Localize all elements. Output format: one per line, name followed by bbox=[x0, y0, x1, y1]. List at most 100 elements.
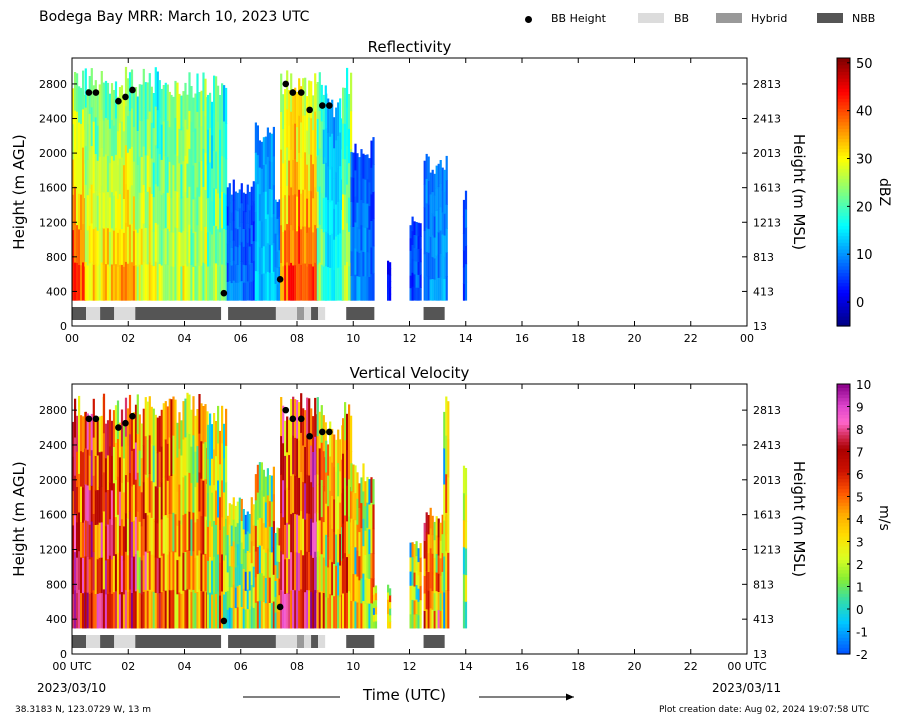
heatmap-cell bbox=[282, 162, 285, 198]
heatmap-cell bbox=[325, 265, 328, 301]
heatmap-cell bbox=[86, 264, 89, 301]
heatmap-cell bbox=[425, 589, 428, 610]
heatmap-cell bbox=[435, 255, 438, 279]
heatmap-cell bbox=[104, 190, 108, 228]
heatmap-cell bbox=[435, 516, 438, 536]
heatmap-cell bbox=[148, 396, 151, 436]
heatmap-cell bbox=[80, 158, 83, 195]
panel-title: Vertical Velocity bbox=[350, 364, 470, 382]
heatmap-cell bbox=[209, 413, 212, 450]
heatmap-cell bbox=[182, 514, 185, 553]
heatmap-cell bbox=[282, 197, 285, 232]
heatmap-cell bbox=[333, 498, 336, 532]
colorbar-step bbox=[837, 81, 850, 86]
heatmap-cell bbox=[108, 128, 112, 164]
heatmap-cell bbox=[329, 234, 332, 268]
heatmap-cell bbox=[258, 545, 261, 574]
heatmap-cell bbox=[202, 148, 205, 187]
heatmap-cell bbox=[88, 113, 91, 152]
heatmap-cell bbox=[409, 613, 412, 629]
heatmap-cell bbox=[417, 548, 420, 563]
heatmap-cell bbox=[389, 287, 392, 295]
heatmap-cell bbox=[413, 544, 416, 559]
heatmap-cell bbox=[232, 497, 235, 520]
heatmap-cell bbox=[170, 231, 173, 267]
heatmap-cell bbox=[441, 571, 444, 591]
heatmap-cell bbox=[262, 522, 265, 550]
heatmap-cell bbox=[276, 611, 279, 629]
heatmap-cell bbox=[372, 479, 375, 505]
heatmap-cell bbox=[268, 602, 271, 629]
heatmap-cell bbox=[413, 613, 416, 629]
heatmap-cell bbox=[124, 436, 128, 476]
heatmap-cell bbox=[176, 593, 179, 629]
heatmap-cell bbox=[211, 200, 214, 235]
heatmap-cell bbox=[236, 264, 239, 283]
heatmap-cell bbox=[188, 472, 191, 512]
heatmap-cell bbox=[225, 158, 228, 195]
heatmap-cell bbox=[122, 198, 126, 233]
heatmap-cell bbox=[439, 230, 442, 254]
heatmap-cell bbox=[333, 269, 336, 301]
colorbar-tick-label: -1 bbox=[856, 626, 868, 640]
heatmap-cell bbox=[228, 586, 231, 608]
heatmap-cell bbox=[300, 432, 303, 472]
heatmap-cell bbox=[114, 190, 118, 228]
heatmap-cell bbox=[124, 474, 128, 514]
heatmap-cell bbox=[339, 232, 342, 267]
heatmap-cell bbox=[108, 196, 112, 232]
heatmap-cell bbox=[154, 592, 157, 629]
heatmap-cell bbox=[308, 117, 311, 155]
x-tick-label: 00 UTC bbox=[727, 660, 767, 673]
heatmap-cell bbox=[423, 540, 426, 559]
heatmap-cell bbox=[194, 265, 197, 301]
heatmap-cell bbox=[190, 228, 193, 265]
heatmap-cell bbox=[207, 424, 210, 460]
heatmap-cell bbox=[132, 161, 136, 197]
heatmap-cell bbox=[72, 421, 75, 457]
heatmap-cell bbox=[106, 227, 110, 265]
heatmap-cell bbox=[156, 223, 159, 263]
colorbar-step bbox=[837, 508, 850, 513]
y2-tick-label: 13 bbox=[753, 648, 767, 661]
heatmap-cell bbox=[339, 502, 342, 535]
colorbar-step bbox=[837, 495, 850, 500]
heatmap-cell bbox=[290, 437, 293, 476]
heatmap-cell bbox=[429, 236, 432, 259]
heatmap-cell bbox=[122, 525, 126, 561]
heatmap-cell bbox=[138, 450, 141, 487]
heatmap-cell bbox=[337, 135, 340, 169]
heatmap-cell bbox=[98, 228, 101, 265]
heatmap-cell bbox=[296, 400, 299, 439]
colorbar-step bbox=[837, 238, 850, 243]
heatmap-cell bbox=[112, 125, 116, 161]
heatmap-cell bbox=[213, 262, 216, 301]
heatmap-cell bbox=[138, 556, 141, 593]
colorbar-step bbox=[837, 650, 850, 655]
bb-type-segment bbox=[304, 307, 312, 320]
y2-tick-label: 2013 bbox=[753, 147, 781, 160]
heatmap-cell bbox=[96, 195, 99, 231]
heatmap-cell bbox=[327, 597, 330, 629]
heatmap-cell bbox=[178, 162, 181, 198]
colorbar-step bbox=[837, 454, 850, 459]
heatmap-cell bbox=[462, 283, 466, 301]
heatmap-cell bbox=[417, 588, 420, 602]
colorbar-tick-label: 30 bbox=[856, 153, 873, 168]
heatmap-cell bbox=[180, 558, 183, 594]
colorbar-step bbox=[837, 532, 850, 537]
heatmap-cell bbox=[248, 246, 251, 265]
heatmap-cell bbox=[429, 507, 432, 529]
heatmap-cell bbox=[294, 475, 297, 515]
heatmap-cell bbox=[260, 545, 263, 574]
colorbar-step bbox=[837, 519, 850, 523]
heatmap-cell bbox=[200, 195, 203, 231]
heatmap-cell bbox=[236, 501, 239, 524]
heatmap-cell bbox=[252, 586, 255, 608]
heatmap-cell bbox=[348, 404, 351, 443]
y2-tick-label: 1213 bbox=[753, 216, 781, 229]
heatmap-cell bbox=[118, 456, 122, 492]
heatmap-cell bbox=[282, 94, 285, 130]
colorbar-step bbox=[837, 596, 850, 601]
heatmap-cell bbox=[290, 186, 293, 226]
